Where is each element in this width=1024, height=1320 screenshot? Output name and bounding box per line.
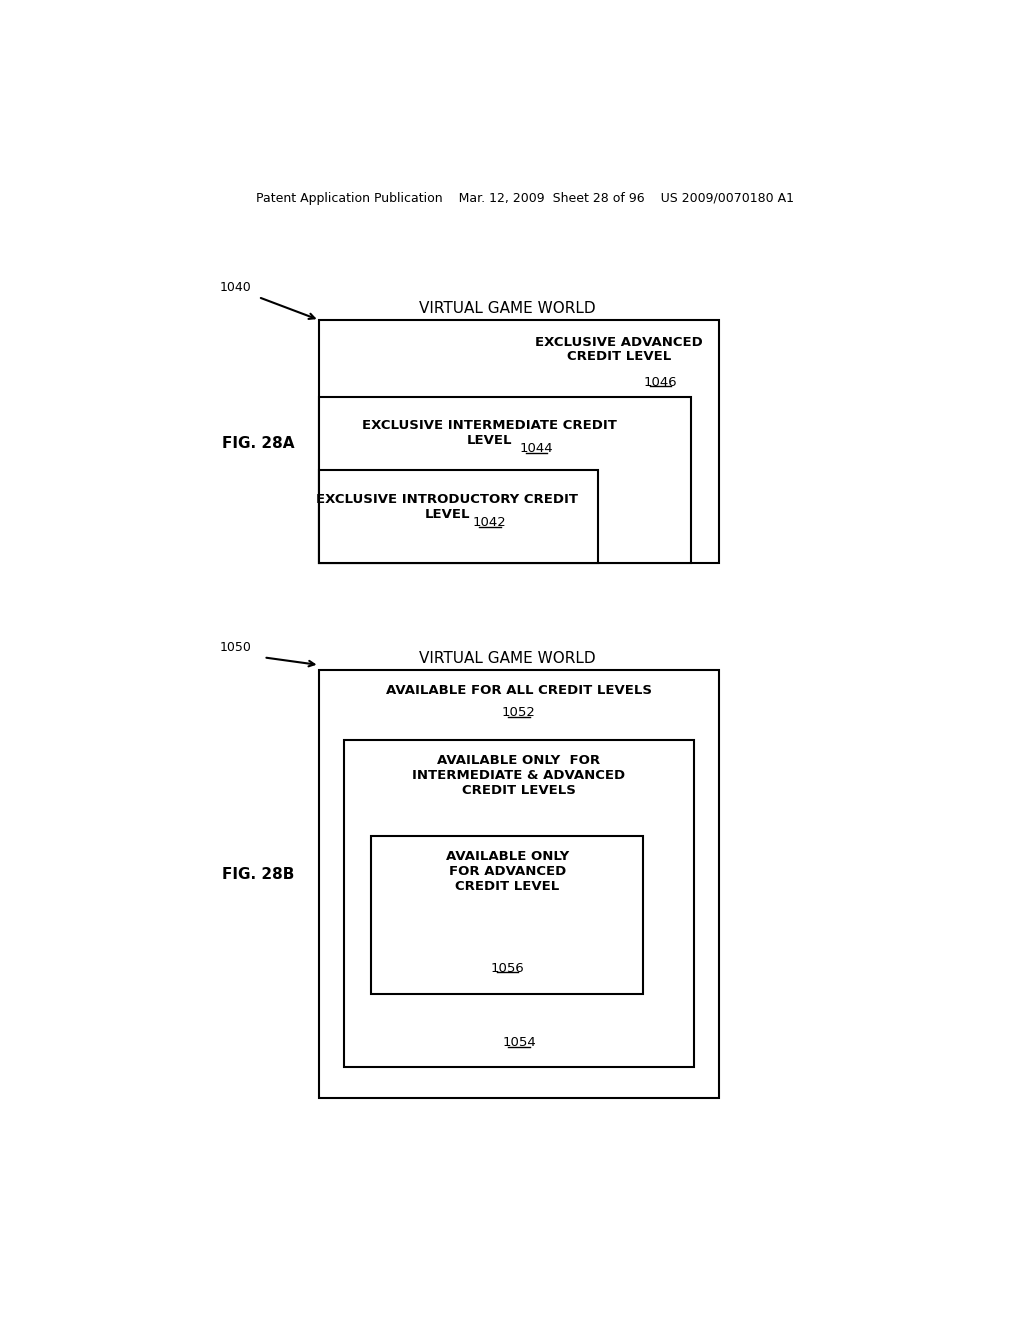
- Text: 1044: 1044: [519, 442, 553, 455]
- Text: 1050: 1050: [219, 640, 251, 653]
- Bar: [372, 836, 643, 994]
- Text: VIRTUAL GAME WORLD: VIRTUAL GAME WORLD: [420, 651, 596, 667]
- Text: VIRTUAL GAME WORLD: VIRTUAL GAME WORLD: [420, 301, 596, 315]
- Text: AVAILABLE ONLY
FOR ADVANCED
CREDIT LEVEL: AVAILABLE ONLY FOR ADVANCED CREDIT LEVEL: [445, 850, 569, 892]
- Text: 1042: 1042: [473, 516, 507, 529]
- Text: 1040: 1040: [219, 281, 251, 294]
- Text: FIG. 28A: FIG. 28A: [222, 436, 295, 451]
- Bar: [319, 397, 691, 562]
- Bar: [319, 321, 719, 562]
- Text: AVAILABLE ONLY  FOR
INTERMEDIATE & ADVANCED
CREDIT LEVELS: AVAILABLE ONLY FOR INTERMEDIATE & ADVANC…: [413, 754, 626, 796]
- Bar: [319, 671, 719, 1098]
- Text: 1056: 1056: [490, 961, 524, 974]
- Text: 1052: 1052: [502, 706, 536, 719]
- Bar: [344, 739, 693, 1067]
- Text: EXCLUSIVE INTRODUCTORY CREDIT
LEVEL: EXCLUSIVE INTRODUCTORY CREDIT LEVEL: [316, 494, 579, 521]
- Bar: [319, 470, 598, 562]
- Text: Patent Application Publication    Mar. 12, 2009  Sheet 28 of 96    US 2009/00701: Patent Application Publication Mar. 12, …: [256, 191, 794, 205]
- Text: AVAILABLE FOR ALL CREDIT LEVELS: AVAILABLE FOR ALL CREDIT LEVELS: [386, 684, 652, 697]
- Text: FIG. 28B: FIG. 28B: [222, 867, 294, 882]
- Text: 1046: 1046: [644, 376, 677, 388]
- Text: 1054: 1054: [502, 1036, 536, 1049]
- Text: EXCLUSIVE INTERMEDIATE CREDIT
LEVEL: EXCLUSIVE INTERMEDIATE CREDIT LEVEL: [362, 418, 617, 446]
- Text: EXCLUSIVE ADVANCED
CREDIT LEVEL: EXCLUSIVE ADVANCED CREDIT LEVEL: [536, 335, 703, 363]
